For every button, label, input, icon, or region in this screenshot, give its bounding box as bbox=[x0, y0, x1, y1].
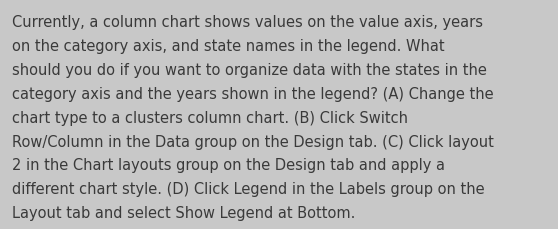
Text: chart type to a clusters column chart. (B) Click Switch: chart type to a clusters column chart. (… bbox=[12, 110, 408, 125]
Text: Row/Column in the Data group on the Design tab. (C) Click layout: Row/Column in the Data group on the Desi… bbox=[12, 134, 494, 149]
Text: 2 in the Chart layouts group on the Design tab and apply a: 2 in the Chart layouts group on the Desi… bbox=[12, 158, 445, 173]
Text: different chart style. (D) Click Legend in the Labels group on the: different chart style. (D) Click Legend … bbox=[12, 182, 485, 196]
Text: category axis and the years shown in the legend? (A) Change the: category axis and the years shown in the… bbox=[12, 86, 494, 101]
Text: Layout tab and select Show Legend at Bottom.: Layout tab and select Show Legend at Bot… bbox=[12, 205, 355, 220]
Text: should you do if you want to organize data with the states in the: should you do if you want to organize da… bbox=[12, 63, 487, 77]
Text: on the category axis, and state names in the legend. What: on the category axis, and state names in… bbox=[12, 39, 445, 54]
Text: Currently, a column chart shows values on the value axis, years: Currently, a column chart shows values o… bbox=[12, 15, 483, 30]
